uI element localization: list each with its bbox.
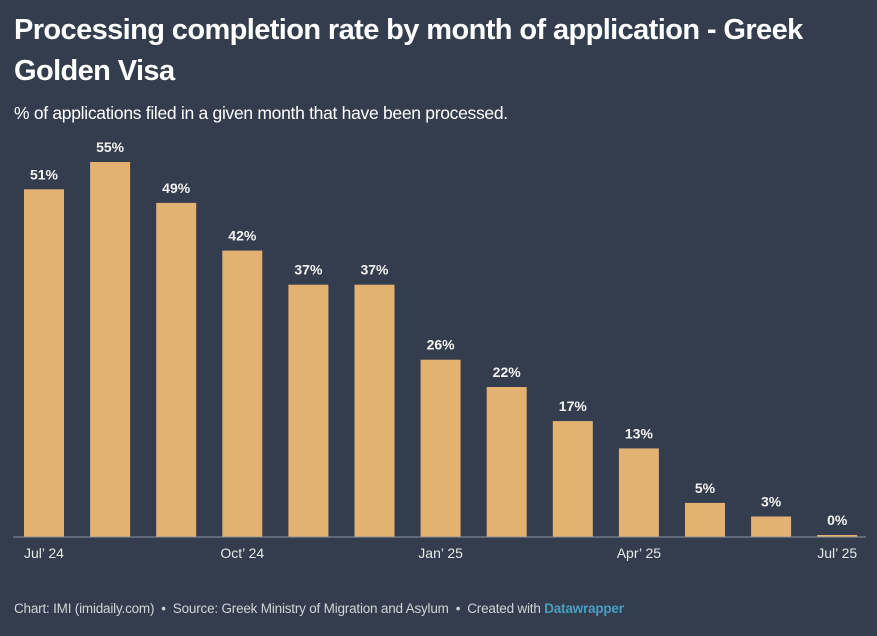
bar-apr-2025 (618, 448, 659, 537)
data-label: 55% (96, 139, 125, 155)
chart-credit: Chart: IMI (imidaily.com) (14, 601, 155, 616)
data-label: 22% (493, 364, 522, 380)
bar-oct-2024 (222, 250, 263, 537)
data-label: 3% (761, 494, 782, 510)
chart-subtitle: % of applications filed in a given month… (14, 103, 508, 123)
x-tick-label: Jan’ 25 (418, 545, 463, 561)
data-label: 42% (228, 228, 257, 244)
chart-title: Processing completion rate by month of a… (14, 14, 803, 87)
data-label: 13% (625, 425, 654, 441)
data-label: 0% (827, 512, 848, 528)
data-label: 51% (30, 166, 59, 182)
source-text: Source: Greek Ministry of Migration and … (172, 601, 449, 616)
data-label: 17% (559, 398, 588, 414)
data-labels-layer: 51% 55% 49% 42% 37% 37% 26% 22% 17% 13% 5% 3% 0% (30, 139, 848, 528)
x-tick-label: Apr’ 25 (617, 545, 662, 561)
bar-nov-2024 (288, 284, 329, 537)
x-tick-label: Jul’ 25 (817, 545, 857, 561)
x-tick-labels-layer: Jul’ 24 Oct’ 24 Jan’ 25 Apr’ 25 Jul’ 25 (24, 545, 857, 561)
created-with-text: Created with (467, 601, 541, 616)
data-label: 37% (360, 262, 389, 278)
footer: Chart: IMI (imidaily.com) • Source: Greek … (14, 601, 624, 616)
x-tick-label: Oct’ 24 (220, 545, 264, 561)
separator-dot: • (161, 601, 166, 616)
bar-may-2025 (685, 502, 725, 537)
bar-jun-2025 (751, 516, 792, 537)
bar-jul-2025 (817, 535, 858, 537)
data-label: 49% (162, 180, 191, 196)
bar-aug-2024 (90, 162, 131, 537)
bar-sep-2024 (156, 202, 197, 537)
bar-feb-2025 (486, 387, 527, 537)
separator-dot: • (455, 601, 461, 616)
datawrapper-link[interactable]: Datawrapper (544, 601, 624, 616)
bar-jan-2025 (420, 359, 461, 537)
data-label: 37% (294, 262, 323, 278)
bar-mar-2025 (552, 421, 593, 537)
bars-layer (24, 162, 858, 538)
x-tick-label: Jul’ 24 (24, 545, 64, 561)
bar-jul-2024 (24, 189, 64, 538)
bar-chart: 51% 55% 49% 42% 37% 37% 26% 22% 17% 13% 5% 3% 0% Jul… (13, 139, 866, 561)
data-label: 5% (695, 480, 716, 496)
bar-dec-2024 (354, 284, 395, 537)
data-label: 26% (427, 337, 456, 353)
